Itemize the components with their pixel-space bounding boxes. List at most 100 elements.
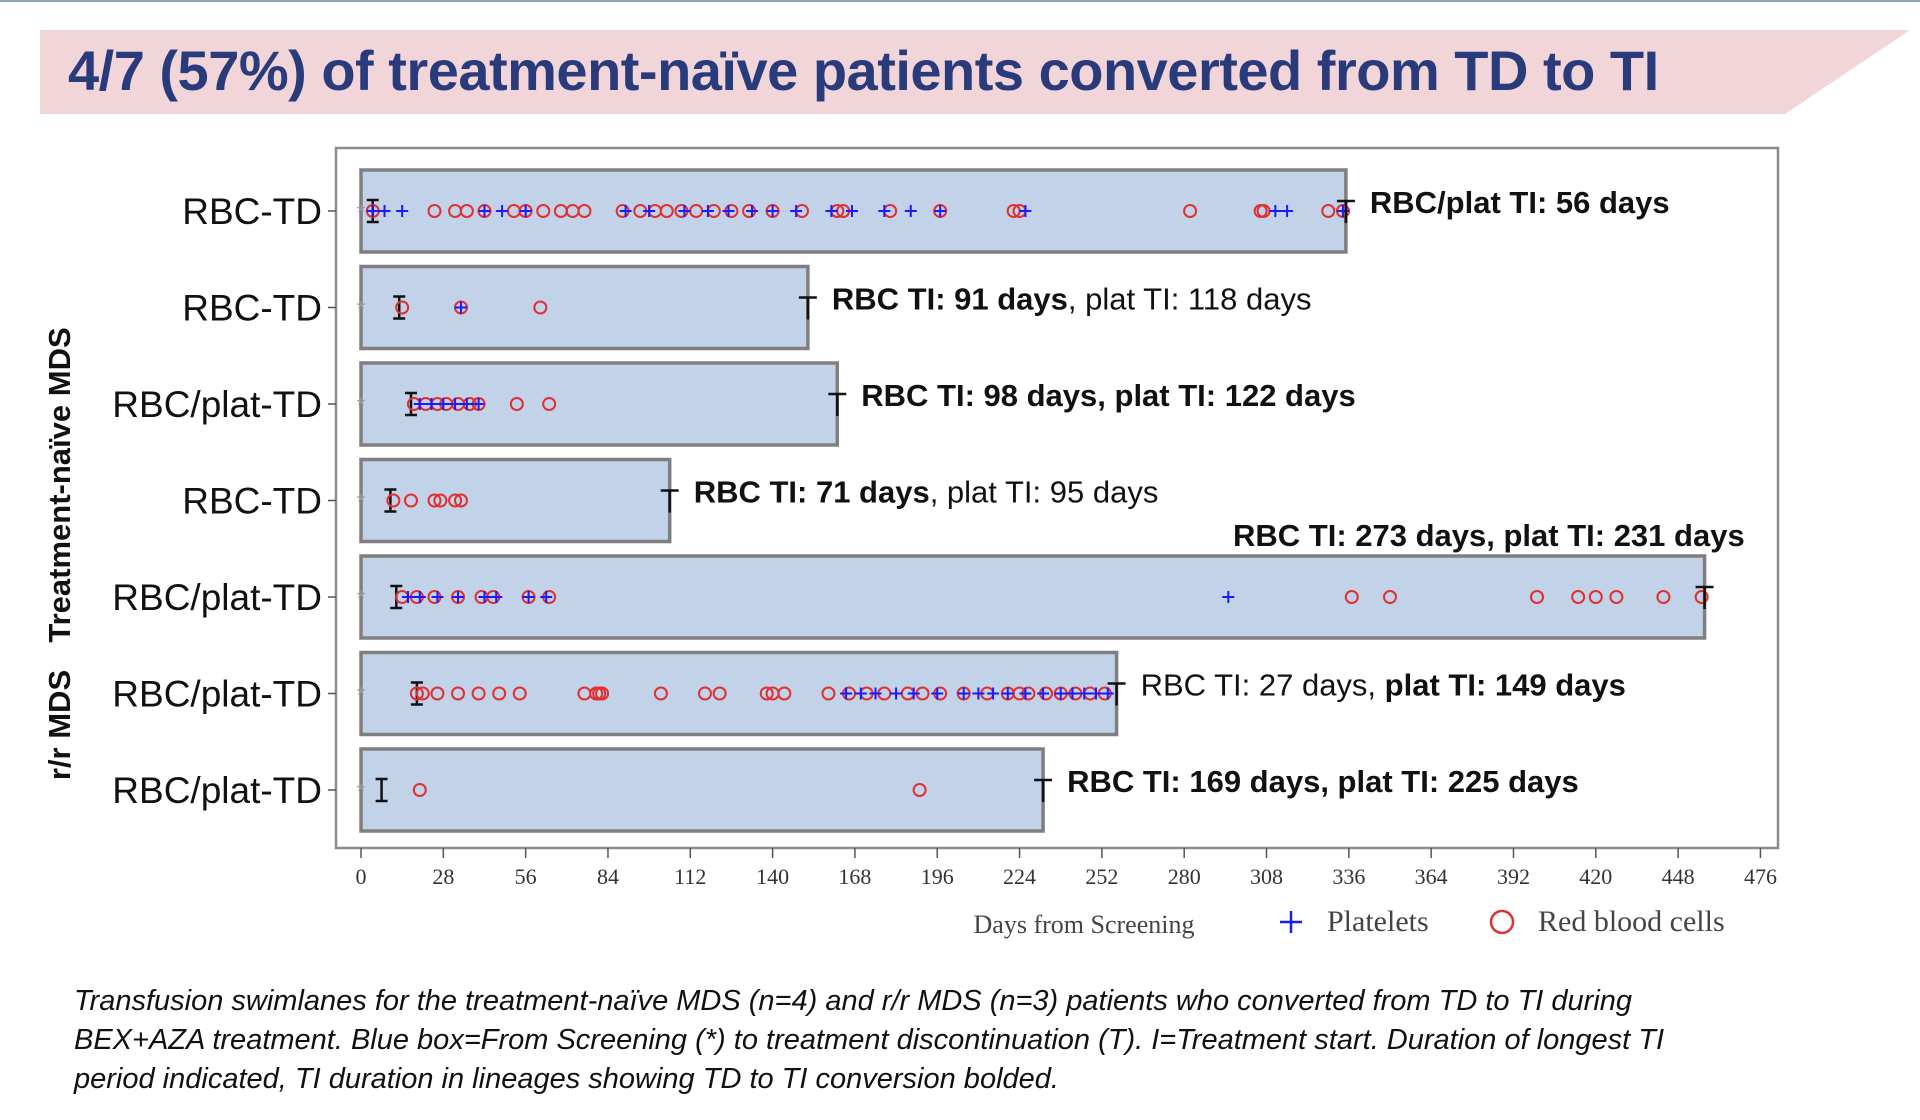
platelet-marker xyxy=(366,205,379,217)
lane-annotation: RBC/plat TI: 56 days xyxy=(1370,185,1670,220)
rbc-marker xyxy=(1609,590,1624,604)
annotation-part: RBC/plat TI: xyxy=(1370,185,1556,220)
x-tick-label: 140 xyxy=(756,864,789,889)
platelet-marker xyxy=(972,687,985,700)
top-divider xyxy=(0,0,1920,2)
chart-svg: 0 28 56 84 112 140 168 196 224 252 280 308 336 364 392… xyxy=(42,146,1780,939)
lane-label: RBC/plat-TD xyxy=(112,384,322,425)
platelet-marker xyxy=(522,591,535,603)
legend-rbc-marker xyxy=(1489,909,1515,935)
rbc-marker xyxy=(777,686,792,701)
platelet-marker xyxy=(890,687,903,700)
rbc-marker xyxy=(659,204,674,218)
rbc-marker xyxy=(1656,590,1671,604)
screening-marker: * xyxy=(357,297,366,322)
annotation-part: 56 days xyxy=(1556,185,1670,220)
x-axis-label: Days from Screening xyxy=(974,910,1195,939)
rbc-marker xyxy=(427,493,442,508)
rbc-marker xyxy=(1321,204,1336,218)
platelet-marker xyxy=(678,205,691,217)
platelet-marker xyxy=(931,687,944,700)
platelet-marker xyxy=(934,205,947,217)
rbc-marker xyxy=(1383,590,1397,604)
group-label-rr-mds: r/r MDS xyxy=(42,670,77,780)
legend-platelets-label: Platelets xyxy=(1327,905,1429,938)
platelet-marker xyxy=(478,205,491,217)
rbc-marker xyxy=(451,686,466,701)
rbc-marker xyxy=(1344,590,1359,604)
rbc-marker xyxy=(577,204,592,218)
platelet-marker xyxy=(460,398,473,410)
annotation-part: RBC TI: 169 days, plat TI: 225 days xyxy=(1067,764,1579,799)
rbc-marker xyxy=(453,493,468,508)
platelet-marker xyxy=(396,205,409,217)
treatment-start-marker xyxy=(384,488,397,513)
rbc-marker xyxy=(821,686,836,701)
platelet-marker xyxy=(402,591,415,603)
platelet-marker xyxy=(1222,591,1235,603)
rbc-marker xyxy=(595,686,610,701)
rbc-marker xyxy=(427,204,442,218)
treatment-start-marker xyxy=(404,391,417,417)
rbc-marker xyxy=(512,686,527,701)
platelet-marker xyxy=(454,301,467,314)
lane-label: RBC-TD xyxy=(182,288,322,329)
annotation-part: plat TI: 149 days xyxy=(1385,668,1626,703)
figure-caption: Transfusion swimlanes for the treatment-… xyxy=(74,982,1814,1099)
platelet-marker xyxy=(840,687,853,700)
lane-box xyxy=(359,747,1045,833)
rbc-marker xyxy=(1694,590,1709,604)
platelet-marker xyxy=(904,205,917,217)
platelet-marker xyxy=(1090,687,1102,700)
platelet-marker xyxy=(907,687,920,700)
lane-label: RBC-TD xyxy=(182,481,322,522)
rbc-marker xyxy=(409,686,424,701)
caption-line-2: BEX+AZA treatment. Blue box=From Screeni… xyxy=(74,1024,1665,1056)
rbc-marker xyxy=(542,397,557,411)
rbc-marker xyxy=(395,300,410,315)
swimlane-3: RBC/plat-TD * RBC TI: 98 days, plat TI: 12… xyxy=(112,361,1356,447)
swimlane-7: RBC/plat-TD * RBC TI: 169 days, plat TI: 2… xyxy=(112,747,1579,833)
platelet-marker xyxy=(790,205,803,217)
lane-annotation: RBC TI: 273 days, plat TI: 231 days xyxy=(1233,518,1745,553)
rbc-marker xyxy=(1571,590,1586,604)
x-tick-label: 336 xyxy=(1332,864,1365,889)
annotation-part: , plat TI: 118 days xyxy=(1068,282,1312,317)
screening-marker: * xyxy=(357,586,366,611)
rbc-marker xyxy=(459,204,474,218)
annotation-part: RBC TI: 91 days xyxy=(832,282,1068,317)
platelet-marker xyxy=(619,205,632,217)
title-banner: 4/7 (57%) of treatment-naïve patients co… xyxy=(40,30,1910,114)
x-tick-label: 56 xyxy=(515,864,537,889)
platelet-marker xyxy=(437,398,450,410)
x-tick-label: 252 xyxy=(1085,864,1118,889)
platelet-marker xyxy=(1078,687,1091,700)
lane-label: RBC-TD xyxy=(182,191,322,232)
platelet-marker xyxy=(643,205,656,217)
lane-label: RBC/plat-TD xyxy=(112,674,322,715)
rbc-marker xyxy=(430,686,445,701)
rbc-marker xyxy=(1588,590,1603,604)
swimlane-2: RBC-TD * RBC TI: 91 days, plat TI: 118 day… xyxy=(182,264,1312,351)
screening-marker: * xyxy=(357,200,366,225)
x-tick-label: 392 xyxy=(1497,864,1530,889)
lane-annotation: RBC TI: 169 days, plat TI: 225 days xyxy=(1067,764,1579,799)
rbc-marker xyxy=(386,493,401,508)
platelet-marker xyxy=(413,591,426,603)
x-tick-label: 112 xyxy=(674,864,706,889)
platelet-marker xyxy=(1019,205,1032,217)
screening-marker: * xyxy=(357,393,366,418)
platelet-marker xyxy=(496,205,509,217)
platelet-marker xyxy=(766,205,779,217)
platelet-marker xyxy=(425,398,438,410)
rbc-marker xyxy=(471,686,486,701)
annotation-part: RBC TI: 71 days xyxy=(694,475,930,510)
group-label-treatment-naive: Treatment-naïve MDS xyxy=(42,327,77,642)
platelet-marker xyxy=(701,205,714,217)
x-tick-label: 196 xyxy=(921,864,954,889)
swimlane-chart: 0 28 56 84 112 140 168 196 224 252 280 308 336 364 392… xyxy=(0,130,1920,970)
lane-box xyxy=(359,264,810,351)
platelet-marker xyxy=(540,591,553,603)
rbc-marker xyxy=(712,686,727,701)
x-tick-label: 448 xyxy=(1662,864,1695,889)
